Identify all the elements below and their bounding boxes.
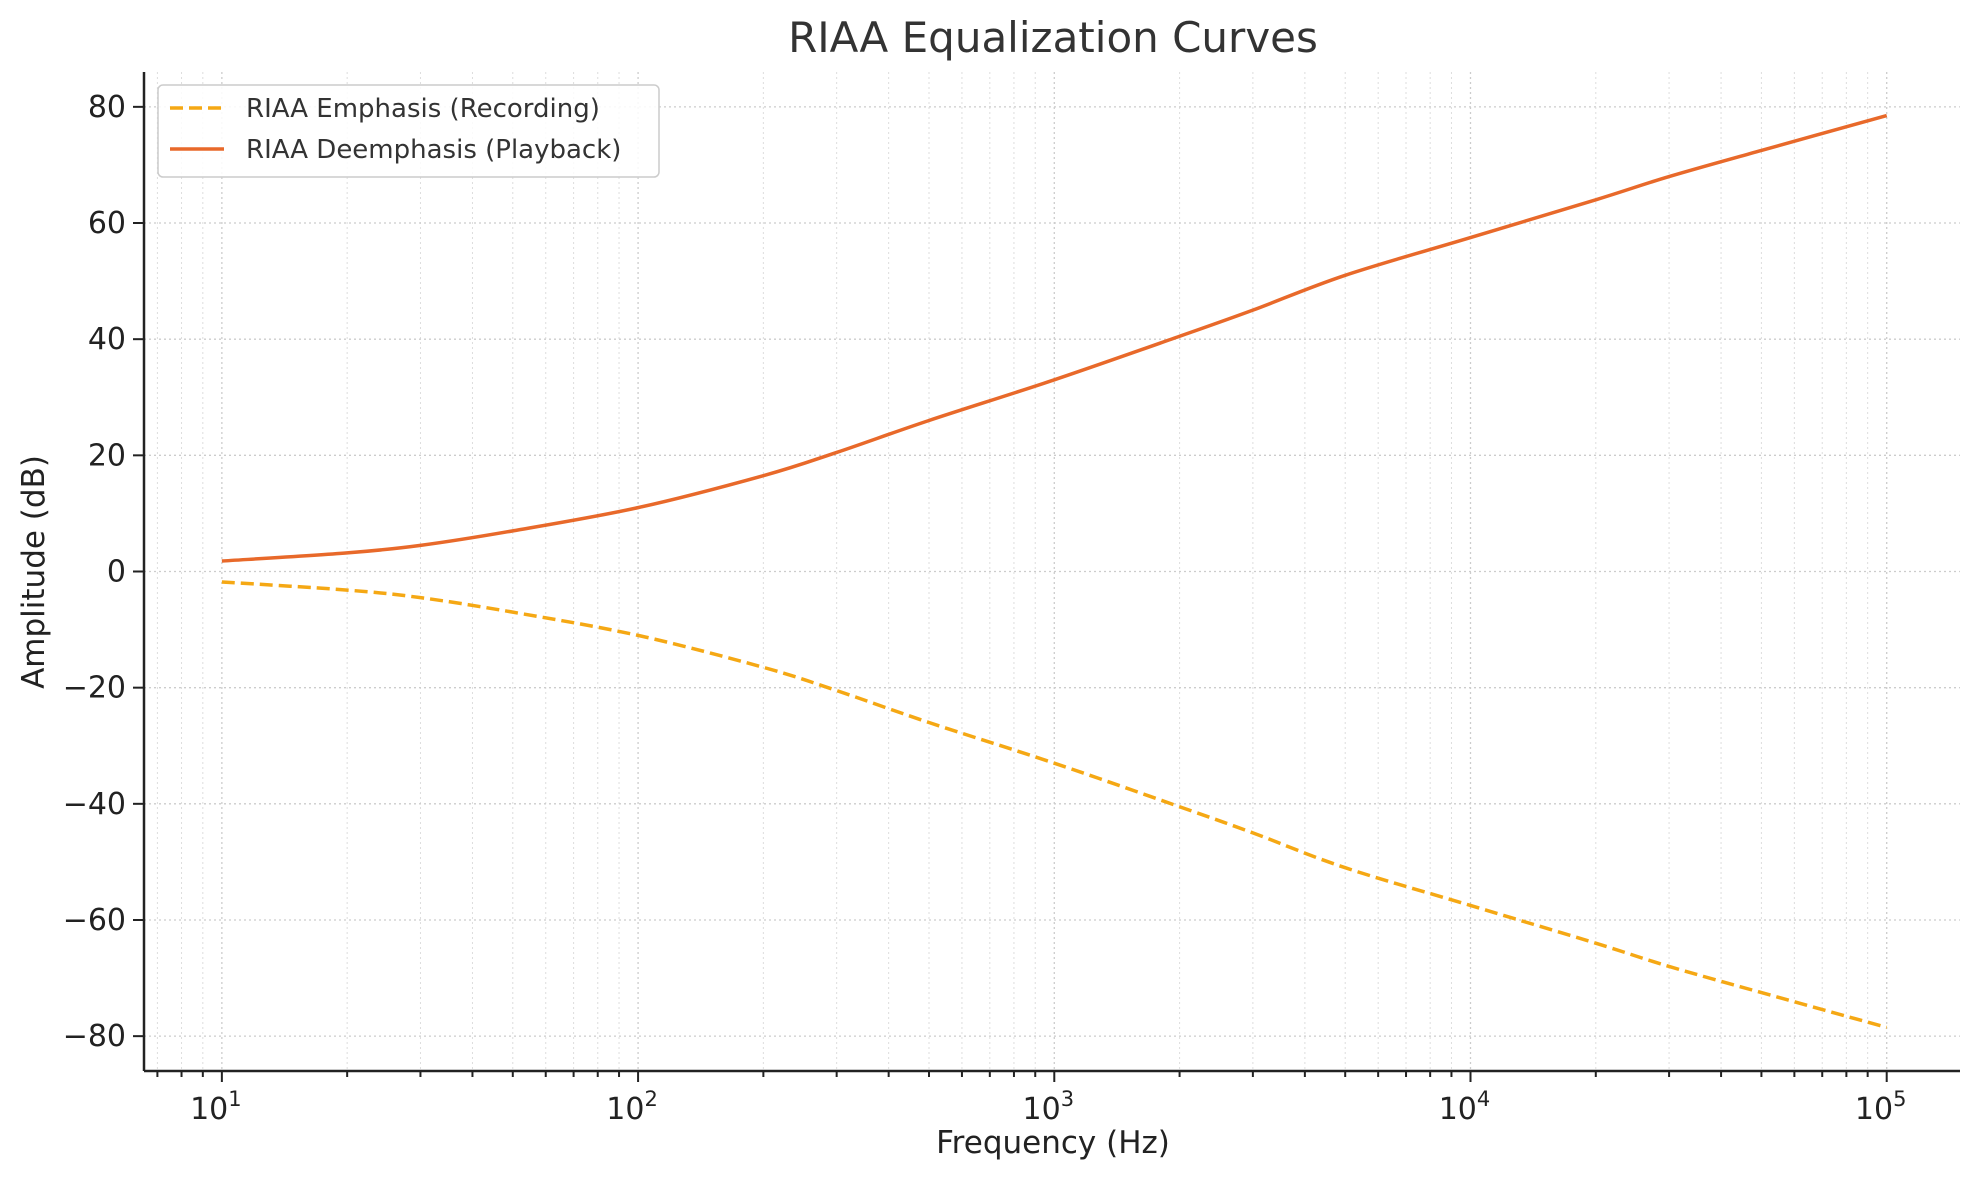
grid	[144, 72, 1960, 1071]
x-tick-label: 101	[190, 1087, 242, 1127]
x-tick-base: 10	[1023, 1092, 1061, 1127]
x-tick-base: 10	[1855, 1092, 1893, 1127]
x-tick-exponent: 5	[1893, 1087, 1906, 1111]
legend-label: RIAA Emphasis (Recording)	[246, 94, 600, 124]
y-tick-label: 0	[107, 555, 126, 590]
x-tick-label: 102	[606, 1087, 658, 1127]
y-axis-label: Amplitude (dB)	[16, 455, 52, 689]
x-axis-label: Frequency (Hz)	[936, 1125, 1170, 1161]
y-tick-label: −20	[63, 671, 126, 706]
legend: RIAA Emphasis (Recording) RIAA Deemphasis…	[157, 84, 660, 178]
x-tick-exponent: 1	[228, 1087, 241, 1111]
legend-box	[157, 84, 660, 178]
x-tick-label: 105	[1855, 1087, 1907, 1127]
x-tick-exponent: 4	[1477, 1087, 1490, 1111]
x-tick-label: 104	[1439, 1087, 1491, 1127]
y-tick-label: −40	[63, 787, 126, 822]
y-tick-label: 60	[88, 206, 126, 241]
y-tick-label: 80	[88, 90, 126, 125]
x-tick-base: 10	[1439, 1092, 1477, 1127]
x-tick-exponent: 3	[1061, 1087, 1074, 1111]
chart-title: RIAA Equalization Curves	[788, 13, 1318, 62]
x-tick-base: 10	[190, 1092, 228, 1127]
y-tick-label: −80	[63, 1019, 126, 1054]
y-tick-label: −60	[63, 903, 126, 938]
y-tick-label: 20	[88, 438, 126, 473]
axes	[133, 72, 1960, 1082]
emphasis-series-line	[221, 580, 1888, 1030]
legend-label: RIAA Deemphasis (Playback)	[246, 135, 621, 165]
series-layer	[221, 113, 1888, 1030]
y-tick-label: 40	[88, 322, 126, 357]
deemphasis-series-line	[221, 113, 1888, 563]
x-tick-base: 10	[606, 1092, 644, 1127]
x-tick-label: 103	[1023, 1087, 1075, 1127]
x-tick-exponent: 2	[644, 1087, 657, 1111]
